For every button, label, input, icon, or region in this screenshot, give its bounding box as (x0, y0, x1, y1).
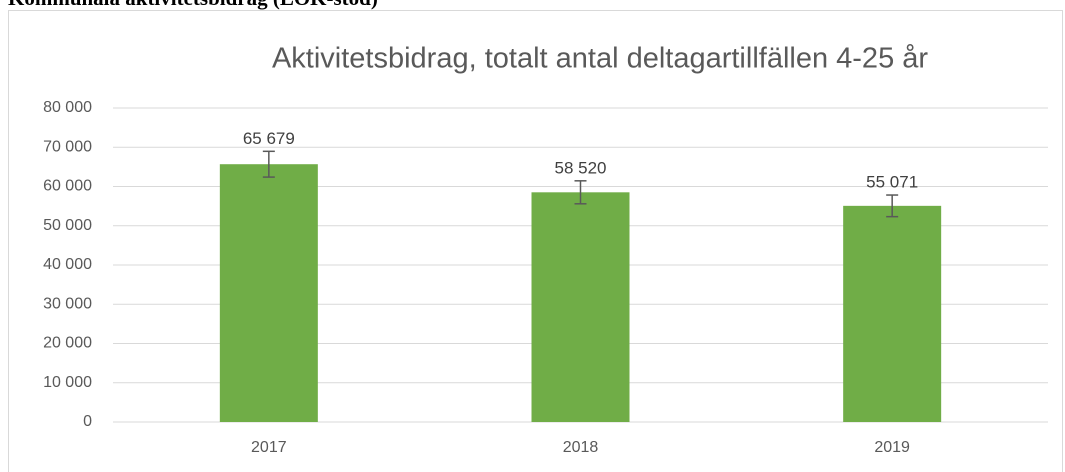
y-tick-label: 80 000 (43, 99, 92, 116)
data-label: 58 520 (555, 158, 607, 177)
y-tick-label: 10 000 (43, 374, 92, 391)
y-tick-label: 50 000 (43, 217, 92, 234)
x-tick-label: 2019 (874, 439, 910, 456)
x-tick-label: 2017 (251, 439, 287, 456)
y-tick-label: 70 000 (43, 138, 92, 155)
data-label: 55 071 (866, 173, 918, 192)
y-tick-label: 30 000 (43, 295, 92, 312)
chart-title: Aktivitetsbidrag, totalt antal deltagart… (272, 43, 928, 75)
bar (531, 192, 630, 422)
x-tick-label: 2018 (563, 439, 599, 456)
y-tick-label: 0 (83, 413, 92, 430)
y-tick-label: 40 000 (43, 256, 92, 273)
bar (219, 164, 318, 422)
bar (843, 205, 942, 422)
y-tick-label: 60 000 (43, 178, 92, 195)
data-label: 65 679 (243, 129, 295, 148)
page-header: Kommunala aktivitetsbidrag (LOK-stöd) (8, 0, 378, 10)
y-tick-label: 20 000 (43, 335, 92, 352)
